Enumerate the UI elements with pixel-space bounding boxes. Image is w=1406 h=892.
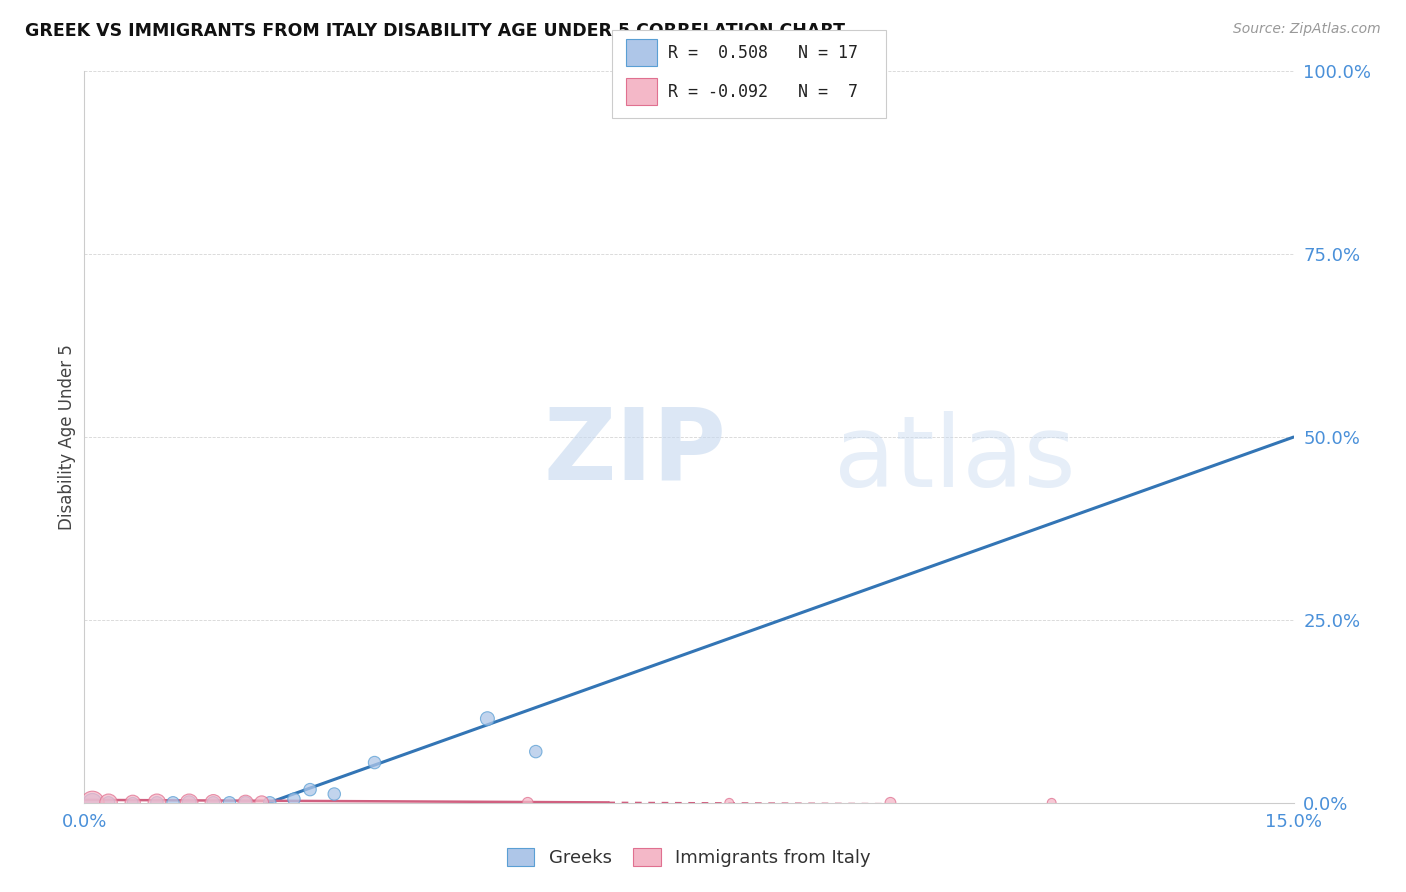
Point (299, 782, 322, 797)
Point (97, 796, 120, 810)
Point (202, 796, 225, 810)
Point (179, 796, 201, 810)
Point (718, 796, 741, 810)
Point (235, 796, 257, 810)
Point (235, 796, 257, 810)
Text: ZIP: ZIP (544, 403, 727, 500)
Point (97, 796, 120, 810)
Point (82, 796, 104, 810)
Point (162, 796, 184, 810)
Point (477, 712, 499, 726)
Point (259, 796, 281, 810)
Text: R = -0.092   N =  7: R = -0.092 N = 7 (668, 83, 858, 101)
Point (516, 796, 538, 810)
Point (363, 756, 385, 770)
Point (121, 796, 143, 810)
Point (283, 792, 305, 806)
Point (82, 796, 104, 810)
Point (1040, 796, 1063, 810)
Point (879, 796, 901, 810)
Point (121, 796, 143, 810)
Point (323, 787, 346, 801)
Y-axis label: Disability Age Under 5: Disability Age Under 5 (58, 344, 76, 530)
Text: GREEK VS IMMIGRANTS FROM ITALY DISABILITY AGE UNDER 5 CORRELATION CHART: GREEK VS IMMIGRANTS FROM ITALY DISABILIT… (25, 22, 845, 40)
Point (218, 796, 240, 810)
Legend: Greeks, Immigrants from Italy: Greeks, Immigrants from Italy (508, 847, 870, 867)
Point (202, 796, 225, 810)
Point (654, 64, 676, 78)
Point (250, 796, 273, 810)
Point (146, 796, 169, 810)
Text: R =  0.508   N = 17: R = 0.508 N = 17 (668, 44, 858, 62)
Point (146, 796, 169, 810)
Point (179, 796, 201, 810)
Text: Source: ZipAtlas.com: Source: ZipAtlas.com (1233, 22, 1381, 37)
Text: atlas: atlas (834, 410, 1076, 508)
Point (524, 745, 547, 759)
